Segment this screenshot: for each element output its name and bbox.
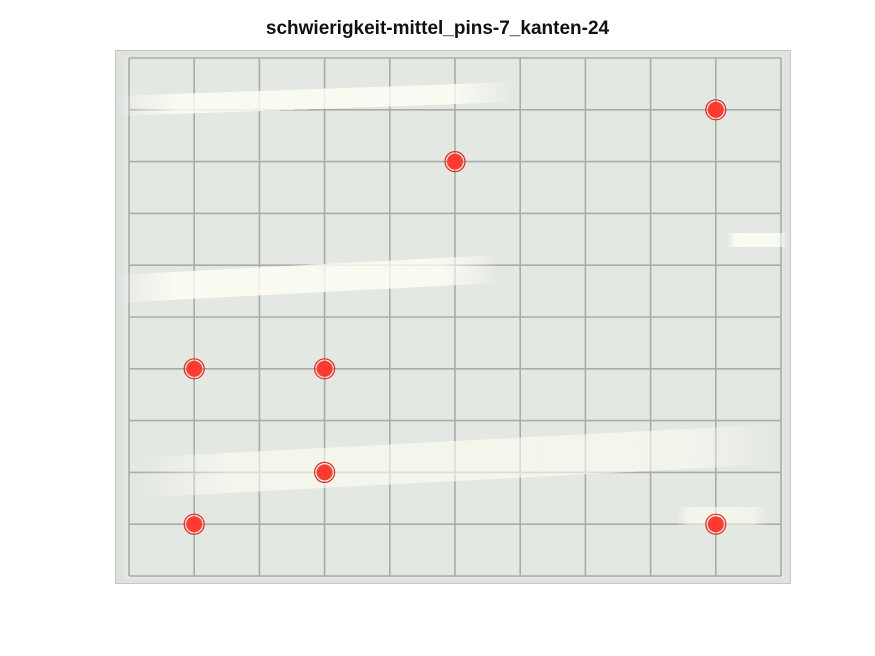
- pinboard-photo: [115, 50, 791, 584]
- pin-detection-ring: [183, 358, 205, 380]
- pin-marker: [183, 358, 205, 380]
- pin-detection-ring: [444, 150, 466, 173]
- pin-dot: [186, 360, 203, 377]
- figure-title: schwierigkeit-mittel_pins-7_kanten-24: [265, 18, 610, 39]
- glare-band: [116, 254, 502, 303]
- glare-band: [726, 233, 788, 247]
- pin-marker: [314, 358, 336, 380]
- pin-dot: [707, 516, 724, 533]
- pin-marker: [183, 513, 205, 535]
- pin-marker: [314, 461, 336, 483]
- pin-dot: [316, 464, 333, 481]
- pin-dot: [447, 153, 463, 170]
- pin-detection-ring: [705, 513, 727, 535]
- pin-detection-ring: [183, 513, 205, 535]
- glare-band: [135, 424, 777, 498]
- glare-band: [116, 82, 517, 116]
- pinboard-canvas: [116, 57, 788, 579]
- glare-reflections: [116, 82, 788, 525]
- pin-detection-ring: [314, 461, 336, 483]
- pin-dot: [316, 360, 333, 377]
- pin-dot: [707, 101, 724, 118]
- pin-marker: [444, 150, 466, 173]
- pin-dot: [186, 516, 203, 533]
- pins-layer: [183, 99, 727, 535]
- pin-detection-ring: [705, 99, 727, 121]
- pin-detection-ring: [314, 358, 336, 380]
- grid-sheet: [124, 57, 784, 579]
- pin-marker: [705, 513, 727, 535]
- pin-marker: [705, 99, 727, 121]
